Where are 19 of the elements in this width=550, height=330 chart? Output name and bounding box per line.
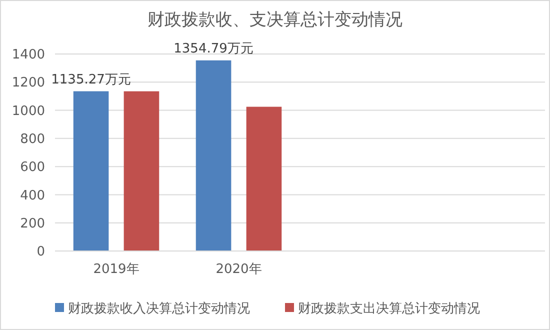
legend-label: 财政拨款支出决算总计变动情况 (298, 302, 480, 317)
y-tick-label: 1000 (12, 104, 45, 119)
legend-label: 财政拨款收入决算总计变动情况 (68, 302, 250, 317)
bar (246, 106, 282, 251)
y-tick-label: 1200 (12, 76, 45, 91)
bar (124, 91, 160, 251)
y-tick-label: 0 (36, 244, 45, 260)
y-tick-label: 200 (20, 216, 45, 232)
y-tick-label: 800 (20, 132, 45, 147)
data-label: 1135.27万元 (51, 72, 131, 88)
x-tick-label: 2020年 (216, 262, 262, 277)
data-label: 1354.79万元 (174, 41, 254, 56)
y-tick-label: 1400 (12, 48, 45, 63)
y-tick-label: 600 (20, 160, 45, 176)
bar (196, 60, 232, 251)
y-tick-label: 400 (20, 188, 45, 204)
bar (73, 91, 109, 251)
x-tick-label: 2019年 (93, 262, 140, 277)
chart-title: 财政拨款收、支决算总计变动情况 (148, 10, 402, 30)
